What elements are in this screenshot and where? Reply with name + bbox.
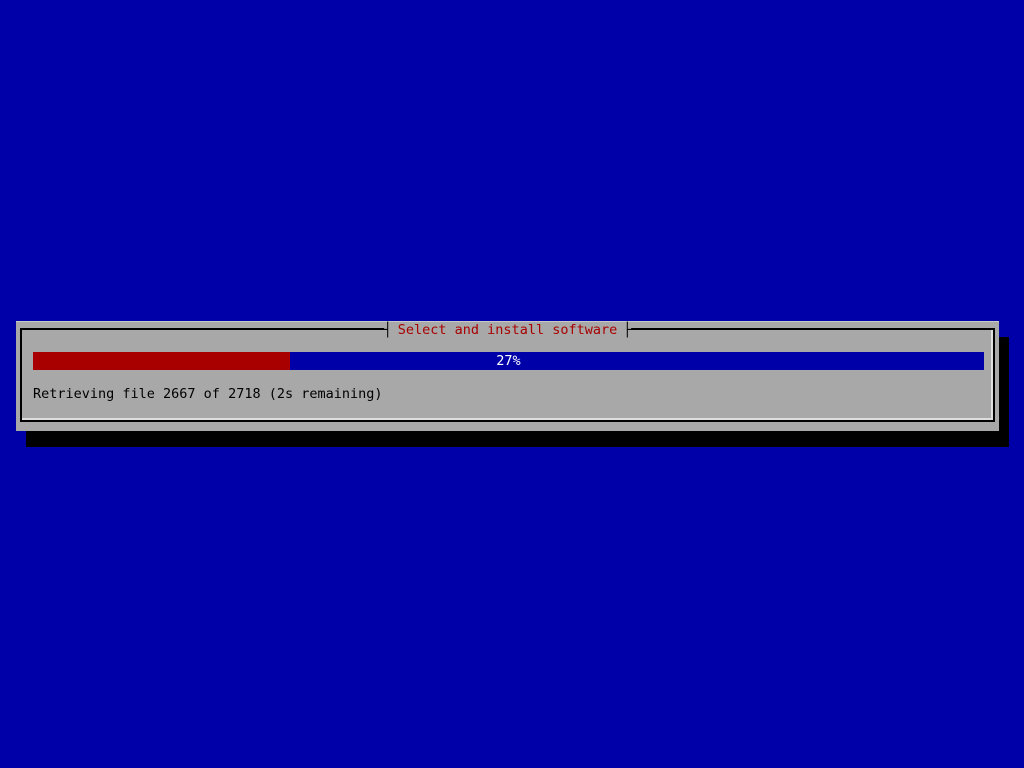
title-right-tick-icon: ├ — [623, 322, 632, 338]
dialog-title-text: Select and install software — [397, 322, 618, 338]
progress-bar-fill — [33, 352, 290, 370]
progress-bar: 27% — [33, 352, 984, 370]
progress-status-text: Retrieving file 2667 of 2718 (2s remaini… — [33, 386, 383, 402]
dialog-border — [20, 328, 995, 422]
title-left-tick-icon: ┤ — [383, 322, 392, 338]
progress-percentage: 27% — [496, 353, 521, 369]
dialog-title: ┤ Select and install software ├ — [383, 322, 632, 338]
install-progress-dialog: ┤ Select and install software ├ 27% Retrie… — [16, 321, 999, 431]
